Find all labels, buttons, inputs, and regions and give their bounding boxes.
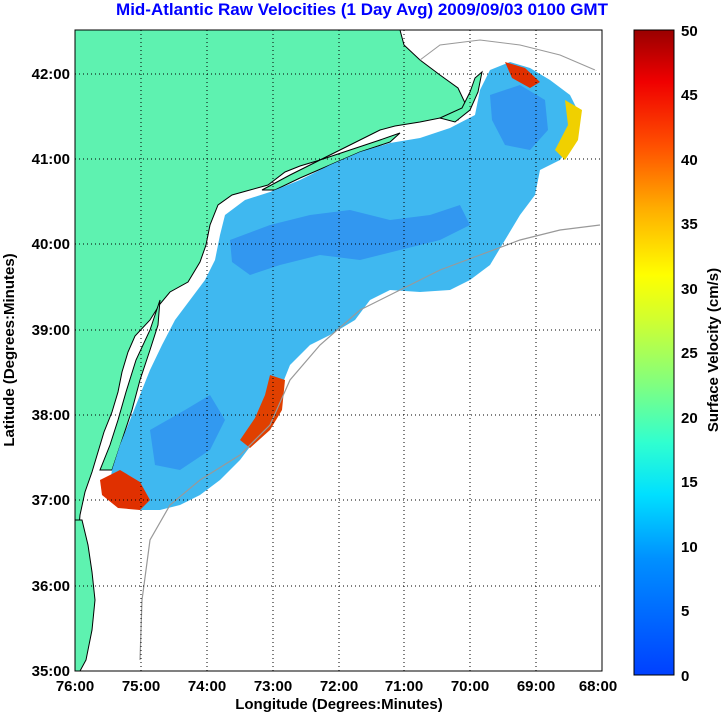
y-tick-label: 40:00 — [32, 236, 70, 253]
x-tick-label: 75:00 — [122, 678, 160, 695]
x-tick-label: 68:00 — [579, 678, 617, 695]
colorbar-tick-label: 20 — [681, 410, 698, 427]
colorbar-ticks: 50 45 40 35 30 25 20 15 10 5 0 — [681, 23, 698, 685]
x-tick-label: 72:00 — [320, 678, 358, 695]
colorbar — [633, 29, 675, 676]
colorbar-tick-label: 10 — [681, 539, 698, 556]
delmarva — [99, 299, 161, 471]
x-tick-label: 73:00 — [254, 678, 292, 695]
x-tick-label: 71:00 — [385, 678, 423, 695]
y-tick-label: 35:00 — [32, 663, 70, 680]
x-tick-label: 74:00 — [188, 678, 226, 695]
grid-lines — [75, 30, 602, 671]
y-tick-label: 37:00 — [32, 492, 70, 509]
x-ticks: 76:00 75:00 74:00 73:00 72:00 71:00 70:0… — [56, 678, 617, 695]
velocity-fast-edge-south — [100, 470, 150, 510]
x-tick-label: 76:00 — [56, 678, 94, 695]
y-tick-label: 41:00 — [32, 151, 70, 168]
bathymetry-contour — [139, 224, 601, 661]
y-tick-label: 39:00 — [32, 322, 70, 339]
velocity-fast-edge-shelf — [240, 375, 285, 448]
velocity-slow-region-2 — [490, 85, 548, 150]
y-axis-label: Latitude (Degrees:Minutes) — [1, 253, 18, 446]
colorbar-tick-label: 45 — [681, 87, 698, 104]
colorbar-tick-label: 35 — [681, 216, 698, 233]
y-tick-label: 38:00 — [32, 407, 70, 424]
y-ticks: 42:00 41:00 40:00 39:00 38:00 37:00 36:0… — [32, 66, 70, 680]
velocity-slow-region-3 — [150, 395, 225, 470]
long-island — [261, 132, 401, 191]
colorbar-tick-label: 15 — [681, 474, 698, 491]
colorbar-tick-label: 50 — [681, 23, 698, 40]
colorbar-tick-label: 40 — [681, 152, 698, 169]
y-tick-label: 36:00 — [32, 578, 70, 595]
colorbar-tick-label: 5 — [681, 603, 689, 620]
y-tick-label: 42:00 — [32, 66, 70, 83]
plot-frame — [74, 29, 603, 672]
velocity-mid-edge-east — [555, 100, 582, 160]
colorbar-label: Surface Velocity (cm/s) — [705, 268, 722, 432]
map-title: Mid-Atlantic Raw Velocities (1 Day Avg) … — [116, 0, 608, 19]
cape-cod — [438, 70, 483, 123]
outer-banks — [75, 519, 96, 671]
x-tick-label: 70:00 — [451, 678, 489, 695]
colorbar-tick-label: 30 — [681, 281, 698, 298]
colorbar-tick-label: 25 — [681, 345, 698, 362]
velocity-field-main — [108, 62, 580, 510]
bathymetry-contour — [419, 39, 596, 71]
colorbar-tick-label: 0 — [681, 668, 689, 685]
velocity-slow-region-1 — [230, 205, 470, 275]
x-tick-label: 69:00 — [517, 678, 555, 695]
x-axis-label: Longitude (Degrees:Minutes) — [235, 696, 443, 713]
velocity-fast-edge-north — [505, 62, 540, 88]
